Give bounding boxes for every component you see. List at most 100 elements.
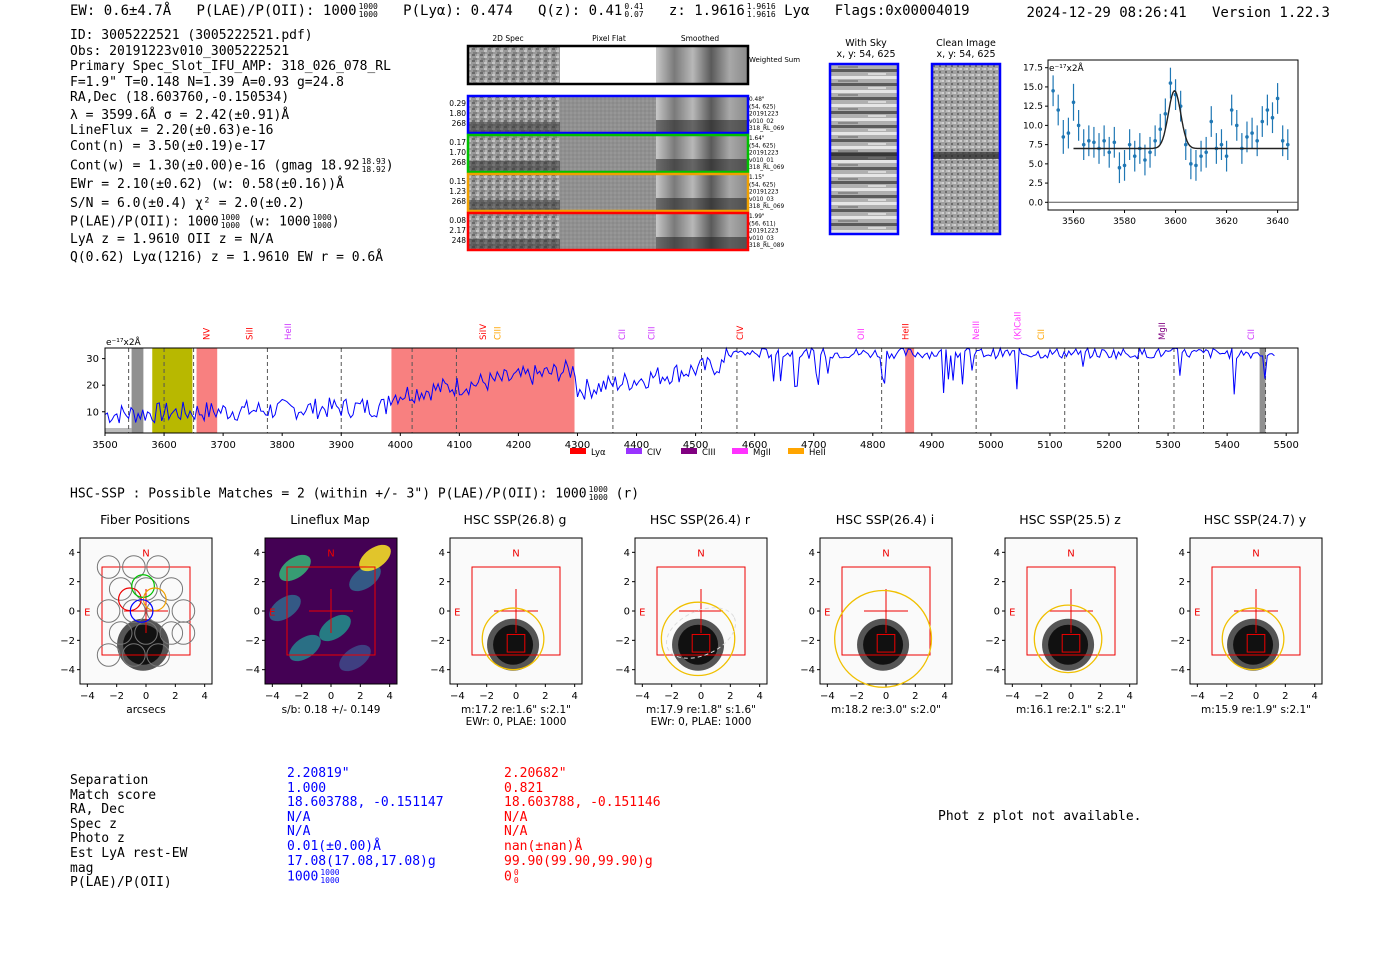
hsc-xtick-label: 4	[571, 691, 577, 702]
zoom-ytick-label: 7.5	[1029, 141, 1043, 151]
continuum-region	[152, 348, 193, 433]
hsc-panel-plot: 4 2 0 −2 −4 −4 −2 0 2 4 N E	[60, 537, 213, 702]
header-qz: Q(z): 0.41	[538, 3, 623, 19]
spectral-line-label: SiIV	[479, 324, 489, 340]
zoom-point	[1265, 108, 1270, 112]
match-value: N/A	[287, 824, 311, 840]
clean-frame	[930, 62, 1002, 236]
zoom-unit: e⁻¹⁷x2Å	[1049, 62, 1085, 74]
row-trace-smooth	[656, 120, 748, 133]
spectral-line-label: MgII	[1158, 322, 1168, 340]
hsc-ytick-label: 4	[439, 548, 445, 559]
row-right-value: 1.15"	[749, 175, 765, 181]
zoom-point	[1081, 142, 1086, 147]
line-fit-chart: e⁻¹⁷x2Å 17.5 15.0 12.5 10.0 7.5 5.0 2.5 0.0 3560…	[1023, 59, 1299, 227]
zoom-point	[1087, 138, 1091, 143]
zoom-point	[1051, 88, 1055, 93]
zoom-point	[1224, 154, 1229, 158]
hsc-panel-caption: m:17.2 re:1.6" s:2.1" EWr: 0, PLAE: 1000	[430, 704, 602, 728]
frac-num: 1000	[320, 868, 340, 878]
hsc-ytick-label: 4	[254, 548, 260, 559]
zoom-point	[1117, 165, 1122, 170]
zoom-point	[1270, 115, 1275, 120]
header-right: 2024-12-29 08:26:41 Version 1.22.3	[1027, 5, 1330, 21]
spectrum-xtick-label: 3500	[92, 440, 117, 451]
row-right-value: v010_01	[749, 158, 774, 164]
hsc-caption-line2: EWr: 0, PLAE: 1000	[650, 716, 752, 728]
spectral-line-label: NV	[203, 328, 213, 340]
zoom-point	[1168, 81, 1173, 85]
info-q: Q(0.62) Lyα(1216) z = 1.9610 EW r = 0.6Å	[70, 249, 384, 265]
hsc-ytick-label: 0	[624, 607, 630, 618]
hsc-caption-line2: EWr: 0, PLAE: 1000	[465, 716, 567, 728]
header-plya: P(Lyα): 0.474	[403, 3, 513, 19]
with-sky-xy: x, y: 54, 625	[836, 49, 896, 60]
frac-num: 1000	[358, 2, 378, 11]
spectrum-xtick-label: 4700	[801, 440, 826, 451]
legend-label: CIV	[647, 448, 661, 458]
hsc-panel-title: HSC SSP(24.7) y	[1203, 512, 1307, 527]
zoom-frame	[1047, 59, 1299, 211]
flux-blob	[319, 614, 351, 642]
row-left-value: 1.70	[449, 148, 466, 157]
info-line: λ = 3599.6Å σ = 2.42(±0.91)Å	[70, 107, 290, 123]
spectrum-xtick-label: 4400	[624, 440, 649, 451]
match-value: N/A	[287, 809, 311, 825]
search-box	[286, 566, 376, 656]
spectrum-xtick-label: 4100	[447, 440, 472, 451]
row-frame	[466, 172, 750, 213]
fiber-circle	[122, 643, 146, 667]
east-label: E	[639, 607, 645, 618]
legend-swatch	[788, 448, 804, 454]
hsc-xtick-label: 4	[941, 691, 947, 702]
zoom-point	[1102, 138, 1106, 143]
col-smoothed: Smoothed	[681, 34, 720, 43]
spectral-line-label: HeII	[901, 323, 911, 340]
hsc-ytick-label: 4	[69, 548, 75, 559]
legend-swatch	[626, 448, 642, 454]
row-left-value: 2.17	[449, 226, 466, 235]
header-ew: EW: 0.6±4.7Å	[70, 3, 172, 19]
row-left-value: 1.23	[449, 187, 466, 196]
info-line: Obs: 20191223v010_3005222521	[70, 43, 290, 59]
col-2dspec: 2D Spec	[492, 34, 523, 43]
spectrum-ytick-label: 20	[86, 381, 99, 392]
hsc-xtick-label: 4	[756, 691, 762, 702]
match-value: 17.08(17.08,17.08)g	[287, 853, 436, 869]
hsc-xtick-label: −2	[1219, 691, 1234, 702]
spectrum-line-markers	[128, 348, 1267, 433]
hsc-title: HSC-SSP : Possible Matches = 2 (within +…	[70, 486, 639, 502]
detection-info: ID: 3005222521 (3005222521.pdf) Obs: 201…	[70, 28, 394, 265]
row-right-value: 318_RL_069	[749, 204, 784, 210]
spectrum-xtick-label: 5300	[1155, 440, 1180, 451]
weighted-label: Weighted Sum	[749, 56, 800, 64]
row-left-value: 268	[452, 197, 467, 206]
hsc-panel-title: HSC SSP(26.8) g	[463, 512, 567, 527]
legend-swatch	[681, 448, 697, 454]
spectrum-xtick-label: 5500	[1273, 440, 1298, 451]
spectrum-xtick-label: 4800	[860, 440, 885, 451]
fiber-circle	[96, 599, 121, 623]
hsc-panel-caption: m:16.1 re:2.1" s:2.1"	[985, 704, 1157, 716]
spectrum-xtick-label: 4200	[506, 440, 531, 451]
info-plae: P(LAE)/P(OII): 1000 1000 1000 (w: 1000 1000…	[70, 214, 394, 230]
spectrum-xtick-label: 3700	[210, 440, 235, 451]
match-labels: Separation Match score RA, Dec Spec z Ph…	[70, 773, 187, 891]
info-line: RA,Dec (18.603760,-0.150534)	[70, 90, 290, 105]
header-z-line: Lyα	[784, 3, 810, 19]
frac-num: 0	[513, 868, 519, 878]
hsc-panel-plot: 4 2 0 −2 −4 −4 −2 0 2 4 N E	[615, 537, 768, 702]
hsc-xtick-label: 2	[727, 691, 733, 702]
contw-end: )	[385, 158, 394, 174]
match-value: N/A	[504, 809, 528, 825]
spectral-line-label: CIII	[647, 327, 657, 340]
match-col2: 2.20682" 0.821 18.603788, -0.151146 N/A …	[504, 766, 661, 885]
zoom-ytick-label: 10.0	[1023, 121, 1043, 131]
hsc-xtick-label: 4	[386, 691, 392, 702]
aperture-ellipse	[481, 607, 545, 671]
hsc-xtick-label: 2	[357, 691, 363, 702]
hsc-xtick-label: 4	[201, 691, 207, 702]
match-value: 1.000	[287, 780, 327, 796]
fiber-circle	[159, 621, 184, 645]
